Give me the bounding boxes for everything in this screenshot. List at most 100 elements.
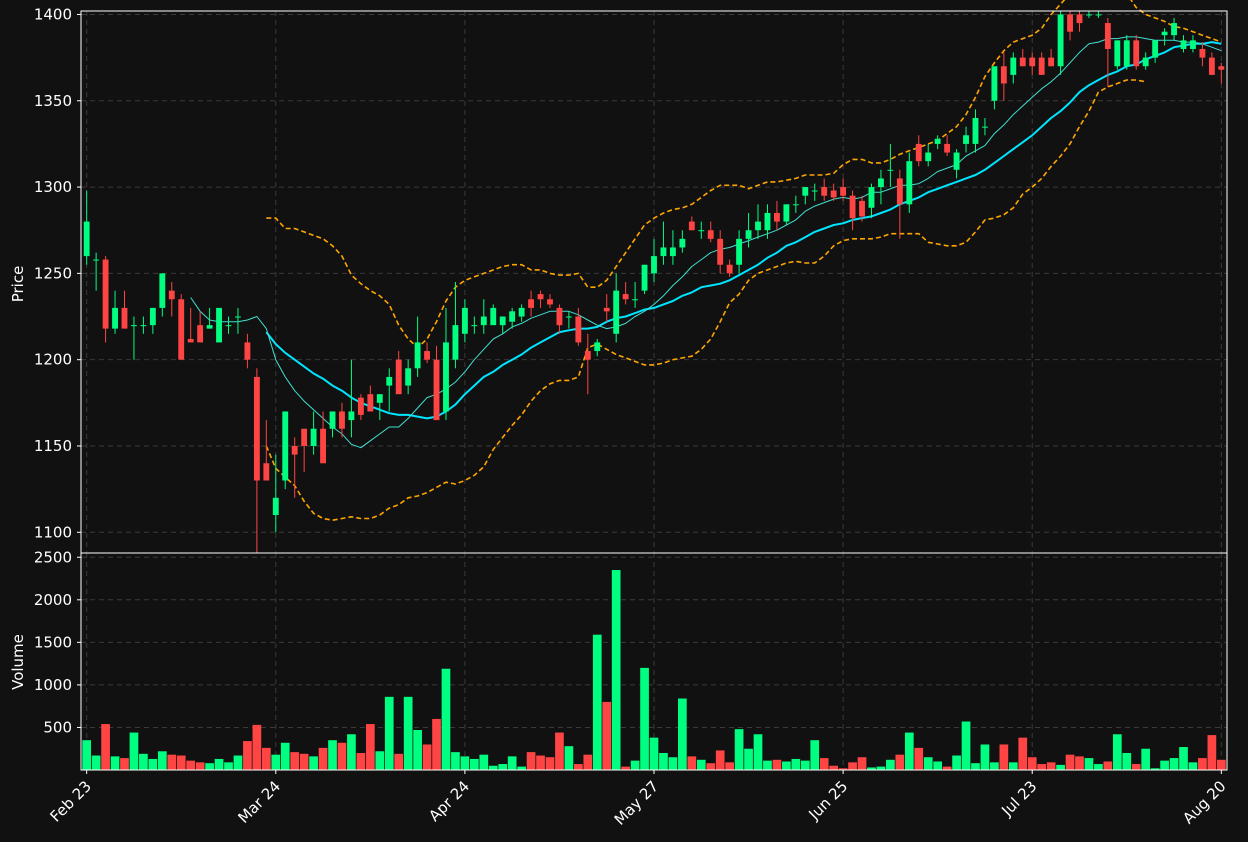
candle-body — [131, 325, 137, 327]
price-grid — [81, 11, 1227, 553]
candle-body — [603, 307, 610, 312]
volume-bar — [498, 764, 508, 770]
candle — [159, 273, 166, 317]
volume-bar — [375, 751, 385, 770]
candle-body — [1152, 40, 1159, 58]
candle-body — [206, 325, 213, 329]
volume-y-axis-ticks: 500 1000 1500 2000 2500 — [34, 548, 81, 736]
candle-body — [490, 307, 497, 326]
volume-bar — [536, 755, 545, 770]
long-ma-line — [265, 41, 1222, 420]
volume-bar — [394, 753, 404, 770]
volume-bar — [971, 763, 980, 770]
price-tick-label: 1100 — [34, 523, 72, 541]
candle — [849, 190, 856, 231]
candle — [187, 307, 194, 343]
candle-body — [518, 307, 525, 317]
candle-body — [376, 394, 383, 403]
volume-bar — [933, 761, 943, 770]
volume-bar — [1169, 758, 1179, 770]
candle — [461, 299, 468, 343]
volume-bar — [271, 754, 281, 770]
volume-bar — [309, 756, 318, 770]
candle-body — [320, 428, 326, 464]
candle — [357, 394, 364, 421]
candle-body — [1199, 48, 1206, 58]
volume-bar — [753, 734, 763, 770]
volume-bar — [630, 760, 640, 770]
candle — [802, 187, 809, 205]
volume-bar — [942, 766, 952, 770]
candle — [736, 230, 743, 274]
candle — [811, 183, 818, 201]
candle-body — [613, 290, 620, 334]
candle-body — [499, 316, 506, 326]
candle — [291, 437, 298, 498]
volume-bar — [923, 757, 933, 770]
candle-body — [594, 342, 601, 352]
candle — [235, 307, 241, 334]
candle — [821, 178, 828, 201]
candle-body — [433, 359, 440, 421]
volume-bar — [243, 741, 252, 770]
candle-body — [1076, 14, 1083, 24]
candle-body — [679, 238, 686, 248]
price-y-axis-ticks: 1100 1150 1200 1250 1300 1350 1400 — [34, 5, 81, 541]
candle — [499, 316, 506, 334]
candle — [263, 420, 270, 481]
candle — [925, 143, 932, 167]
volume-bar — [1084, 758, 1094, 770]
volume-bar — [318, 747, 328, 770]
candle — [792, 195, 799, 213]
volume-bar — [526, 752, 536, 770]
volume-bar — [734, 729, 744, 770]
candle — [112, 290, 118, 334]
volume-bar — [782, 761, 791, 770]
candle — [367, 385, 374, 412]
volume-tick-label: 2000 — [34, 591, 72, 609]
candle-body — [1161, 31, 1168, 36]
volume-bar — [356, 752, 366, 770]
candle — [717, 230, 724, 274]
candle — [651, 238, 657, 282]
volume-bar — [101, 724, 110, 770]
candle-body — [669, 247, 676, 257]
candle-body — [660, 247, 667, 257]
short-ma-line — [190, 36, 1222, 449]
candle — [953, 149, 960, 179]
price-tick-label: 1200 — [34, 351, 72, 369]
volume-bar — [1008, 762, 1018, 770]
volume-bar — [460, 756, 470, 770]
volume-bar — [904, 732, 914, 770]
candle — [726, 259, 733, 277]
candle-body — [707, 230, 714, 239]
volume-bar — [1122, 752, 1132, 770]
candle-body — [641, 264, 648, 291]
candle — [1000, 52, 1007, 101]
candle-body — [1019, 57, 1026, 67]
candle — [679, 230, 686, 253]
candle-body — [1057, 14, 1064, 67]
candle — [906, 152, 913, 213]
candle-body — [102, 259, 109, 329]
volume-bar — [838, 768, 848, 770]
volume-bar — [365, 724, 375, 770]
volume-bar — [999, 744, 1009, 770]
volume-bar — [791, 758, 801, 770]
candle — [518, 304, 525, 322]
volume-bar — [1112, 734, 1122, 770]
volume-bar — [347, 734, 356, 770]
volume-bar — [129, 732, 139, 770]
candle-body — [1114, 40, 1121, 67]
candle — [1133, 35, 1140, 70]
candle — [131, 316, 137, 360]
candle — [320, 411, 326, 464]
candle-body — [868, 187, 875, 208]
volume-bar — [1103, 761, 1113, 770]
candle — [1019, 48, 1026, 67]
candle — [414, 316, 421, 377]
candle-body — [1029, 57, 1036, 67]
candle — [1208, 52, 1215, 75]
